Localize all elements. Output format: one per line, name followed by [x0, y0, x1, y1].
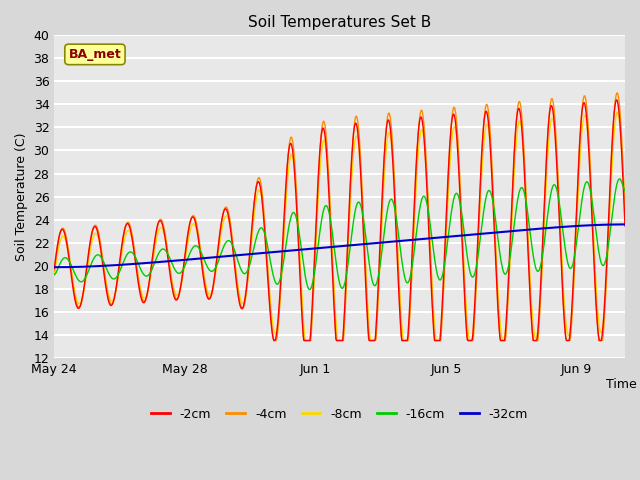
- X-axis label: Time: Time: [605, 378, 636, 391]
- Legend: -2cm, -4cm, -8cm, -16cm, -32cm: -2cm, -4cm, -8cm, -16cm, -32cm: [146, 403, 533, 426]
- Text: BA_met: BA_met: [68, 48, 122, 61]
- Y-axis label: Soil Temperature (C): Soil Temperature (C): [15, 132, 28, 261]
- Title: Soil Temperatures Set B: Soil Temperatures Set B: [248, 15, 431, 30]
